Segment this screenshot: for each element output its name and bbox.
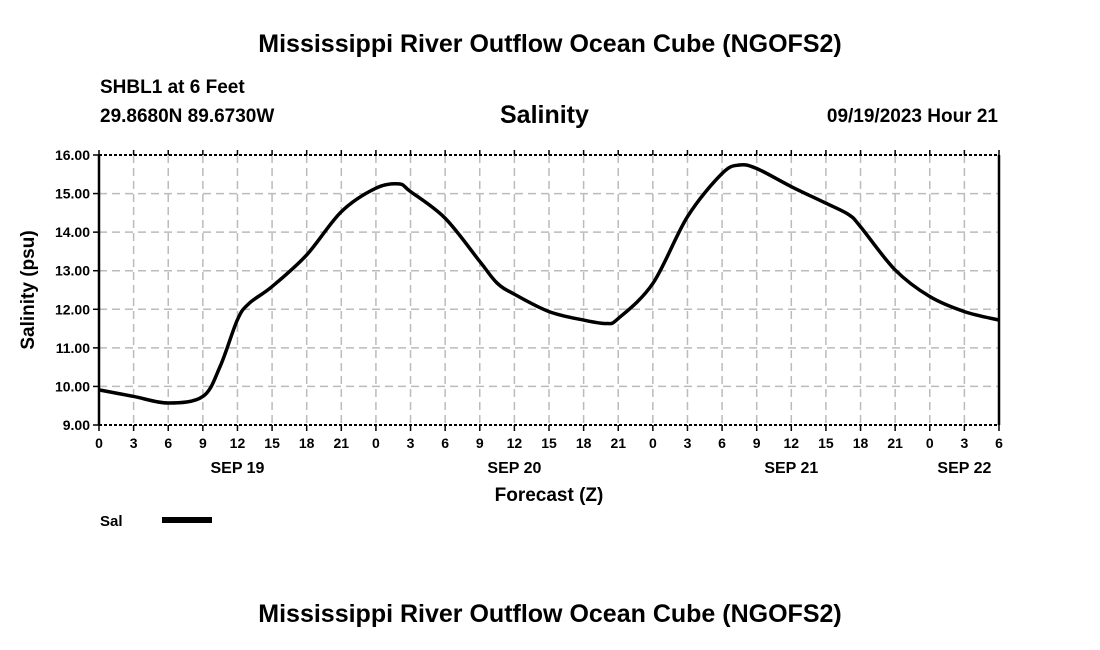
- x-axis-label: Forecast (Z): [495, 485, 604, 506]
- x-tick-label: 6: [164, 435, 172, 451]
- x-tick-label: 18: [299, 435, 315, 451]
- x-tick-label: 0: [372, 435, 380, 451]
- y-tick-label: 16.00: [55, 147, 90, 163]
- x-tick-label: 9: [476, 435, 484, 451]
- chart-title: Mississippi River Outflow Ocean Cube (NG…: [258, 30, 842, 58]
- x-tick-label: 12: [230, 435, 246, 451]
- x-tick-label: 9: [753, 435, 761, 451]
- y-tick-label: 11.00: [56, 340, 90, 356]
- y-tick-label: 10.00: [55, 378, 90, 394]
- x-tick-label: 21: [334, 435, 350, 451]
- x-tick-label: 0: [95, 435, 103, 451]
- x-tick-label: 9: [199, 435, 207, 451]
- y-axis-label: Salinity (psu): [18, 230, 39, 349]
- x-tick-label: 6: [995, 435, 1003, 451]
- y-tick-label: 15.00: [55, 186, 90, 202]
- x-tick-label: 3: [407, 435, 415, 451]
- x-tick-label: 6: [441, 435, 449, 451]
- x-tick-label: 12: [507, 435, 523, 451]
- series-line-sal: [98, 162, 1000, 405]
- x-tick-label: 6: [718, 435, 726, 451]
- date-label: SEP 22: [937, 460, 991, 477]
- x-tick-label: 0: [649, 435, 657, 451]
- station-label: SHBL1 at 6 Feet: [100, 77, 245, 98]
- y-tick-label: 9.00: [63, 417, 90, 433]
- y-tick-label: 12.00: [55, 301, 90, 317]
- date-label: SEP 21: [764, 460, 818, 477]
- x-tick-label: 15: [264, 435, 280, 451]
- x-tick-label: 3: [684, 435, 692, 451]
- x-tick-label: 0: [926, 435, 934, 451]
- y-tick-label: 13.00: [55, 263, 90, 279]
- forecast-datetime: 09/19/2023 Hour 21: [826, 106, 998, 127]
- y-tick-label: 14.00: [55, 224, 90, 240]
- x-tick-label: 18: [853, 435, 869, 451]
- x-tick-label: 21: [610, 435, 626, 451]
- x-tick-label: 18: [576, 435, 592, 451]
- x-tick-label: 21: [887, 435, 903, 451]
- x-tick-label: 15: [818, 435, 834, 451]
- x-tick-label: 3: [130, 435, 138, 451]
- x-tick-label: 12: [784, 435, 800, 451]
- date-label: SEP 19: [210, 460, 264, 477]
- coordinates-label: 29.8680N 89.6730W: [100, 106, 275, 127]
- legend-label: Sal: [100, 513, 123, 530]
- x-tick-label: 3: [960, 435, 968, 451]
- x-tick-label: 15: [541, 435, 557, 451]
- date-label: SEP 20: [487, 460, 541, 477]
- chart-subtitle: Salinity: [500, 101, 589, 129]
- footer-title: Mississippi River Outflow Ocean Cube (NG…: [258, 600, 842, 628]
